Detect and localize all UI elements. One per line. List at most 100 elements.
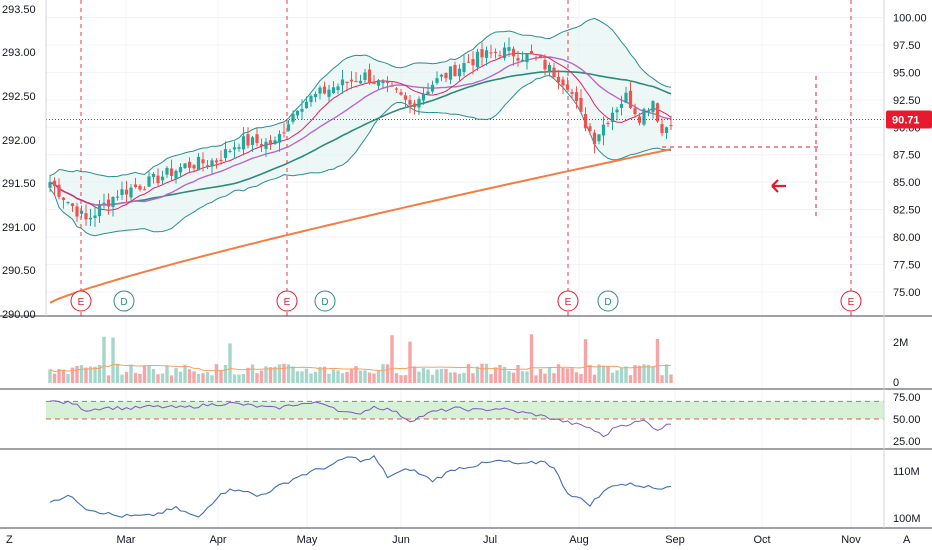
volume-bar — [232, 374, 237, 383]
obv-axis-tick: 110M — [893, 466, 920, 478]
right-axis-tick: 87.50 — [893, 150, 921, 162]
candles — [48, 37, 673, 227]
candle-body — [376, 80, 381, 86]
candle-body — [205, 165, 210, 167]
candle-body — [192, 165, 196, 169]
candle-body — [520, 59, 525, 62]
candle-body — [466, 61, 471, 63]
obv-axis-tick: 100M — [893, 513, 921, 525]
candle-body — [70, 203, 75, 207]
candle-body — [574, 92, 579, 101]
volume-bar — [462, 372, 466, 383]
candle-body — [111, 197, 115, 207]
candle-body — [48, 182, 52, 188]
volume-bar — [642, 364, 646, 383]
candle-body — [417, 98, 421, 108]
volume-bar — [327, 373, 331, 383]
volume-bar — [147, 365, 151, 383]
candle-body — [489, 52, 493, 54]
candle-body — [583, 113, 588, 129]
volume-bar — [435, 369, 439, 383]
candle-body — [507, 47, 511, 51]
volume-bar — [439, 368, 444, 383]
left-axis-tick: 292.50 — [2, 91, 36, 103]
volume-bar — [502, 366, 507, 383]
volume-bar — [196, 373, 201, 383]
volume-bar — [597, 364, 601, 383]
candle-body — [547, 64, 552, 72]
volume-bar — [628, 375, 633, 383]
candle-body — [318, 87, 322, 94]
volume-bar — [214, 364, 219, 383]
volume-bar — [651, 366, 655, 383]
candle-body — [529, 50, 534, 55]
volume-bar — [79, 365, 84, 383]
volume-bar — [367, 372, 372, 383]
candle-body — [309, 95, 313, 103]
ma-fast-line — [49, 52, 672, 211]
candle-body — [430, 84, 435, 92]
candle-body — [421, 94, 426, 101]
volume-bar — [498, 364, 502, 383]
candle-body — [300, 108, 304, 112]
volume-bar — [291, 366, 295, 383]
candle-body — [408, 100, 412, 105]
corner-left-label[interactable]: Z — [6, 534, 13, 546]
right-axis-tick: 82.50 — [893, 205, 921, 217]
candle-body — [610, 112, 615, 123]
earnings-marker-label: E — [565, 297, 572, 308]
candle-body — [642, 109, 646, 125]
volume-bar — [174, 368, 178, 383]
volume-bar — [52, 373, 57, 383]
candle-body — [327, 89, 331, 97]
volume-bar — [192, 371, 196, 383]
arrow-left-icon — [771, 179, 786, 193]
candle-body — [457, 68, 462, 77]
obv-layer — [49, 454, 672, 518]
volume-bar — [583, 339, 588, 383]
candle-body — [606, 122, 610, 124]
candle-body — [268, 140, 273, 145]
candle-body — [475, 51, 480, 68]
volume-axis-tick: 0 — [893, 377, 899, 389]
pane-borders — [0, 0, 932, 529]
volume-bar — [592, 374, 597, 383]
x-axis-month-label: Aug — [569, 534, 589, 546]
candle-body — [579, 97, 583, 112]
volume-bar — [115, 363, 120, 383]
candle-body — [228, 150, 232, 152]
candle-body — [57, 184, 61, 197]
volume-bar — [160, 373, 165, 383]
volume-bar — [187, 369, 192, 383]
candle-body — [237, 147, 241, 149]
candle-body — [52, 180, 57, 187]
volume-bar — [606, 366, 610, 383]
candle-body — [637, 116, 642, 123]
volume-bar — [610, 372, 615, 383]
candle-body — [214, 160, 219, 163]
candle-body — [273, 140, 277, 145]
candle-body — [241, 136, 246, 150]
volume-bar — [664, 364, 669, 383]
volume-bar — [453, 372, 457, 383]
volume-bar — [57, 369, 61, 383]
candle-body — [174, 170, 178, 179]
candle-body — [394, 88, 399, 90]
candle-body — [358, 80, 363, 84]
candle-body — [354, 80, 358, 83]
candle-body — [655, 103, 660, 122]
ma-slow-line — [49, 70, 672, 206]
volume-bar — [133, 372, 138, 383]
volume-bar — [556, 364, 561, 383]
volume-bar — [210, 375, 214, 383]
volume-bar — [507, 371, 511, 383]
candle-body — [525, 53, 529, 63]
volume-bar — [489, 374, 493, 383]
rsi-axis-tick: 75.00 — [893, 392, 921, 404]
candle-body — [349, 79, 354, 82]
x-axis-month-label: Apr — [209, 534, 226, 546]
candle-body — [502, 47, 507, 59]
dividend-marker-label: D — [604, 297, 611, 308]
candle-body — [129, 187, 133, 198]
corner-right-label[interactable]: A — [903, 534, 911, 546]
